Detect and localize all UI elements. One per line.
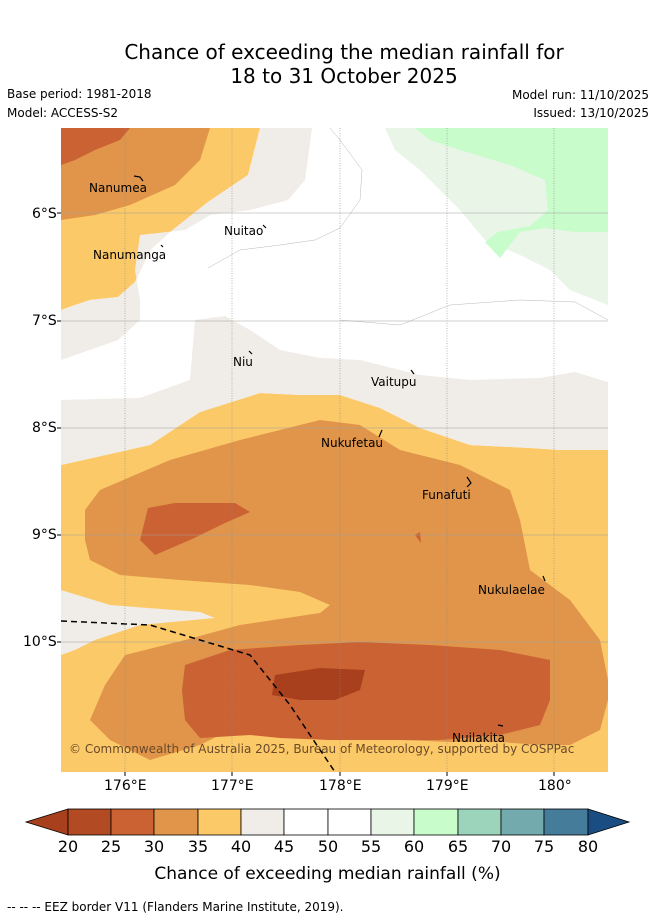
region-40-45-w xyxy=(61,590,215,655)
colorbar-bin xyxy=(240,808,285,836)
model-name: Model: ACCESS-S2 xyxy=(7,106,119,120)
eez-footnote: -- -- -- EEZ border V11 (Flanders Marine… xyxy=(7,900,344,914)
colorbar-bin xyxy=(153,808,199,836)
place-label: Nanumea xyxy=(89,181,147,195)
place-label: Nuitao xyxy=(224,224,264,238)
colorbar-bin xyxy=(283,808,329,836)
colorbar-tick: 30 xyxy=(143,837,165,856)
chart-title: Chance of exceeding the median rainfall … xyxy=(0,40,655,88)
lon-label: 179°E xyxy=(426,778,469,794)
colorbar-bin xyxy=(370,808,415,836)
colorbar-bin xyxy=(197,808,242,836)
colorbar-extend-high xyxy=(587,808,631,836)
region-40-45-nw xyxy=(61,128,312,360)
colorbar-tick: 45 xyxy=(273,837,295,856)
lat-label: 7°S xyxy=(32,313,57,329)
colorbar-tick: 65 xyxy=(447,837,469,856)
colorbar xyxy=(24,808,631,836)
colorbar-bin xyxy=(67,808,112,836)
colorbar-tick: 25 xyxy=(100,837,122,856)
region-25-30-nw xyxy=(61,128,130,165)
place-label: Nuilakita xyxy=(452,731,505,745)
region-25-30-mid xyxy=(140,503,250,555)
colorbar-tick: 20 xyxy=(57,837,79,856)
issued-date: Issued: 13/10/2025 xyxy=(533,106,649,120)
place-label: Nukulaelae xyxy=(478,583,545,597)
place-label: Nanumanga xyxy=(93,248,167,262)
colorbar-tick: 55 xyxy=(360,837,382,856)
region-30-35-nw xyxy=(61,128,210,220)
place-label: Funafuti xyxy=(422,488,471,502)
title-line-1: Chance of exceeding the median rainfall … xyxy=(124,40,564,64)
colorbar-tick: 80 xyxy=(577,837,599,856)
lat-label: 6°S xyxy=(32,206,57,222)
colorbar-bin xyxy=(500,808,545,836)
colorbar-tick: 75 xyxy=(533,837,555,856)
lat-label: 10°S xyxy=(23,634,57,650)
place-label: Niu xyxy=(233,355,253,369)
colorbar-tick: 40 xyxy=(230,837,252,856)
region-20-25 xyxy=(272,668,365,700)
title-line-2: 18 to 31 October 2025 xyxy=(230,64,458,88)
colorbar-bin xyxy=(327,808,372,836)
place-label: Nukufetau xyxy=(321,436,384,450)
lon-label: 178°E xyxy=(319,778,362,794)
lon-label: 180° xyxy=(538,778,572,794)
colorbar-bin xyxy=(413,808,459,836)
lon-label: 177°E xyxy=(211,778,254,794)
colorbar-tick: 35 xyxy=(187,837,209,856)
lat-label: 8°S xyxy=(32,420,57,436)
colorbar-bin xyxy=(110,808,155,836)
base-period: Base period: 1981-2018 xyxy=(7,87,152,101)
colorbar-tick: 60 xyxy=(403,837,425,856)
colorbar-bin xyxy=(457,808,502,836)
model-run: Model run: 11/10/2025 xyxy=(511,88,649,102)
colorbar-bin xyxy=(543,808,589,836)
colorbar-extend-low xyxy=(24,808,69,836)
place-label: Vaitupu xyxy=(371,375,417,389)
colorbar-tick: 50 xyxy=(317,837,339,856)
region-60-65 xyxy=(415,128,608,258)
lon-label: 176°E xyxy=(104,778,147,794)
colorbar-tick: 70 xyxy=(490,837,512,856)
region-25-30-south xyxy=(182,642,550,740)
copyright-notice: © Commonwealth of Australia 2025, Bureau… xyxy=(69,742,575,756)
lat-label: 9°S xyxy=(32,527,57,543)
colorbar-title: Chance of exceeding median rainfall (%) xyxy=(154,864,501,884)
